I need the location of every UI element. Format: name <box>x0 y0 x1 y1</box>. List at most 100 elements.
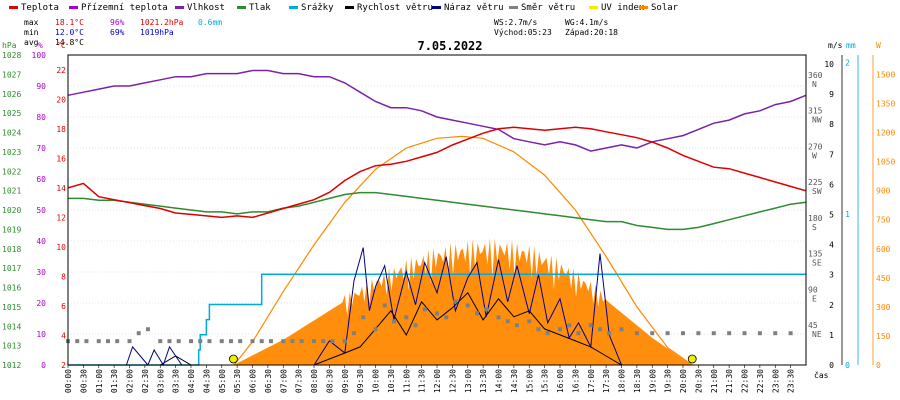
wdir-point-18 <box>250 339 255 344</box>
solar-tick-7: 450 <box>876 274 891 283</box>
x-tick-16: 08:00 <box>310 369 319 393</box>
wdir-point-17 <box>238 339 243 344</box>
rain-tick-0: 2 <box>845 59 850 68</box>
legend-swatch-4 <box>289 6 298 9</box>
x-tick-22: 11:00 <box>402 369 411 393</box>
x-tick-36: 18:00 <box>618 369 627 393</box>
x-axis: 00:00 00:30 01:00 01:30 02:00 02:30 03:00 03:30… <box>64 365 829 393</box>
wdir-point-25 <box>321 339 326 344</box>
wind-gust-info: WG:4.1m/s <box>565 18 609 27</box>
wdir-point-9 <box>158 339 163 344</box>
x-tick-39: 19:30 <box>664 369 673 393</box>
x-tick-31: 15:30 <box>541 369 550 393</box>
wdir-point-46 <box>536 327 541 332</box>
wdir-point-36 <box>435 311 439 316</box>
x-tick-40: 20:00 <box>679 369 688 393</box>
solar-tick-1: 1350 <box>876 99 895 108</box>
wdir-dir-5: SE <box>812 259 822 268</box>
hpa-tick-7: 1021 <box>2 187 21 196</box>
temp-tick-6: 10 <box>56 243 66 252</box>
wdir-point-41 <box>484 307 489 312</box>
solar-tick-10: 0 <box>876 361 881 370</box>
x-tick-24: 12:00 <box>433 369 442 393</box>
legend-swatch-2 <box>175 6 184 9</box>
wdir-point-60 <box>711 331 716 336</box>
ws-tick-3: 7 <box>829 150 834 159</box>
wdir-point-3 <box>96 339 101 344</box>
ws-tick-9: 1 <box>829 331 834 340</box>
x-tick-5: 02:30 <box>141 369 150 393</box>
wdir-point-48 <box>558 327 562 332</box>
x-tick-12: 06:00 <box>249 369 258 393</box>
x-tick-9: 04:30 <box>202 369 211 393</box>
x-tick-17: 08:30 <box>325 369 334 393</box>
x-tick-28: 14:00 <box>495 369 504 393</box>
x-tick-38: 19:00 <box>648 369 657 393</box>
stat-min-hum: 69% <box>110 28 125 37</box>
hpa-tick-11: 1017 <box>2 264 21 273</box>
wdir-point-6 <box>127 339 132 344</box>
sunset-info: Západ:20:18 <box>565 28 618 37</box>
solar-tick-2: 1200 <box>876 129 895 138</box>
wdir-dir-6: E <box>812 294 817 303</box>
x-tick-33: 16:30 <box>571 369 580 393</box>
stat-min-label: min <box>24 28 39 37</box>
solar-tick-5: 750 <box>876 216 891 225</box>
x-tick-7: 03:30 <box>172 369 181 393</box>
ws-tick-8: 2 <box>829 301 834 310</box>
x-tick-26: 13:00 <box>464 369 473 393</box>
hpa-tick-9: 1019 <box>2 225 21 234</box>
wdir-dir-1: NW <box>812 116 822 125</box>
rain-tick-2: 0 <box>845 361 850 370</box>
wdir-point-65 <box>788 331 793 336</box>
wdir-deg-7: 45 <box>808 321 818 330</box>
chart-title: 7.05.2022 <box>417 39 482 53</box>
wdir-point-54 <box>619 327 624 332</box>
wdir-point-5 <box>115 339 120 344</box>
x-tick-15: 07:30 <box>295 369 304 393</box>
hpa-tick-16: 1012 <box>2 361 21 370</box>
legend: Teplota Přízemní teplota Vlhkost Tlak Srážky… <box>9 3 679 13</box>
wind-info: WS:2.7m/s WG:4.1m/s Východ:05:23 Západ:2… <box>494 18 618 37</box>
hpa-tick-5: 1023 <box>2 148 21 157</box>
hum-tick-8: 20 <box>36 299 46 308</box>
x-tick-35: 17:30 <box>602 369 611 393</box>
x-tick-21: 10:30 <box>387 369 396 393</box>
x-tick-46: 23:00 <box>771 369 780 393</box>
wdir-point-59 <box>696 331 701 336</box>
x-tick-30: 15:00 <box>525 369 534 393</box>
solar-unit: W <box>876 41 881 50</box>
wdir-point-50 <box>576 331 581 336</box>
wdir-point-19 <box>259 339 264 344</box>
x-tick-14: 07:00 <box>279 369 288 393</box>
wdir-point-53 <box>607 331 612 336</box>
wdir-deg-2: 270 <box>808 142 823 151</box>
solar-tick-0: 1500 <box>876 70 895 79</box>
wdir-point-31 <box>382 303 387 308</box>
x-tick-19: 09:30 <box>356 369 365 393</box>
temp-tick-1: 20 <box>56 95 66 104</box>
x-tick-23: 11:30 <box>418 369 427 393</box>
temp-tick-0: 22 <box>56 66 66 75</box>
wdir-point-32 <box>391 319 396 324</box>
solar-tick-8: 300 <box>876 303 891 312</box>
x-tick-3: 01:30 <box>110 369 119 393</box>
stats-block: max 18.1°C 96% 1021.2hPa 0.6mm min 12.0°… <box>24 18 222 47</box>
hpa-tick-6: 1022 <box>2 167 21 176</box>
hum-tick-0: 100 <box>32 51 47 60</box>
wdir-point-4 <box>105 339 110 344</box>
wdir-point-14 <box>207 339 212 344</box>
x-tick-0: 00:00 <box>64 369 73 393</box>
series-srazky <box>68 273 806 366</box>
rain-tick-1: 1 <box>845 210 850 219</box>
wdir-point-26 <box>330 339 335 344</box>
legend-label-4: Srážky <box>301 3 334 13</box>
hpa-tick-3: 1025 <box>2 109 21 118</box>
temp-tick-8: 6 <box>61 302 66 311</box>
solar-tick-4: 900 <box>876 187 891 196</box>
x-tick-4: 02:00 <box>126 369 135 393</box>
hpa-tick-12: 1016 <box>2 284 21 293</box>
sunrise-marker <box>229 354 238 364</box>
x-tick-8: 04:00 <box>187 369 196 393</box>
